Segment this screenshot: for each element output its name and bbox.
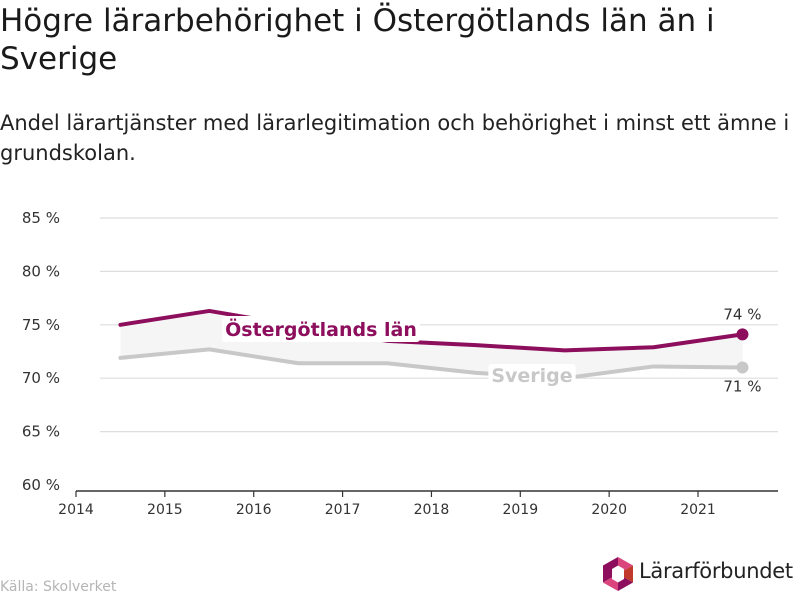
x-tick-label: 2016 bbox=[236, 502, 272, 518]
x-tick-label: 2018 bbox=[414, 502, 450, 518]
chart-title: Högre lärarbehörighet i Östergötlands lä… bbox=[0, 3, 715, 77]
series-end-point bbox=[736, 361, 749, 374]
series-label-background bbox=[222, 316, 420, 342]
x-tick-label: 2019 bbox=[502, 502, 538, 518]
x-tick-label: 2015 bbox=[147, 502, 183, 518]
source-note: Källa: Skolverket bbox=[0, 579, 117, 595]
series-end-label: 71 % bbox=[723, 378, 761, 396]
brand-logo: Lärarförbundet bbox=[601, 556, 800, 592]
chart-subtitle: Andel lärartjänster med lärarlegitimatio… bbox=[0, 111, 790, 165]
series-label-background bbox=[488, 364, 576, 388]
x-tick-label: 2021 bbox=[680, 502, 716, 518]
series-name-label: Östergötlands län bbox=[225, 317, 417, 341]
y-tick-label: 70 % bbox=[22, 369, 60, 387]
series-line-sverige bbox=[118, 347, 745, 381]
line-layer bbox=[118, 308, 749, 381]
y-tick-label: 75 % bbox=[22, 316, 60, 334]
x-tick-label: 2020 bbox=[591, 502, 627, 518]
series-end-point bbox=[736, 328, 749, 341]
label-layer: 74 % 71 % Östergötlands län Sverige bbox=[222, 305, 762, 396]
y-tick-label: 60 % bbox=[22, 476, 60, 494]
brand-logo-icon bbox=[603, 557, 633, 591]
series-line-ostergotland bbox=[118, 308, 745, 353]
x-tick-label: 2017 bbox=[325, 502, 361, 518]
series-name-label: Sverige bbox=[491, 365, 572, 387]
y-tick-label: 85 % bbox=[22, 209, 60, 227]
axis-layer: 60 % 65 % 70 % 75 % 80 % 85 % 2014 2015 2016 2017… bbox=[22, 209, 778, 518]
brand-logo-text: Lärarförbundet bbox=[639, 559, 793, 583]
series-end-label: 74 % bbox=[723, 305, 761, 323]
y-tick-label: 80 % bbox=[22, 262, 60, 280]
y-tick-label: 65 % bbox=[22, 423, 60, 441]
x-tick-label: 2014 bbox=[58, 502, 94, 518]
grid-layer bbox=[100, 217, 778, 433]
